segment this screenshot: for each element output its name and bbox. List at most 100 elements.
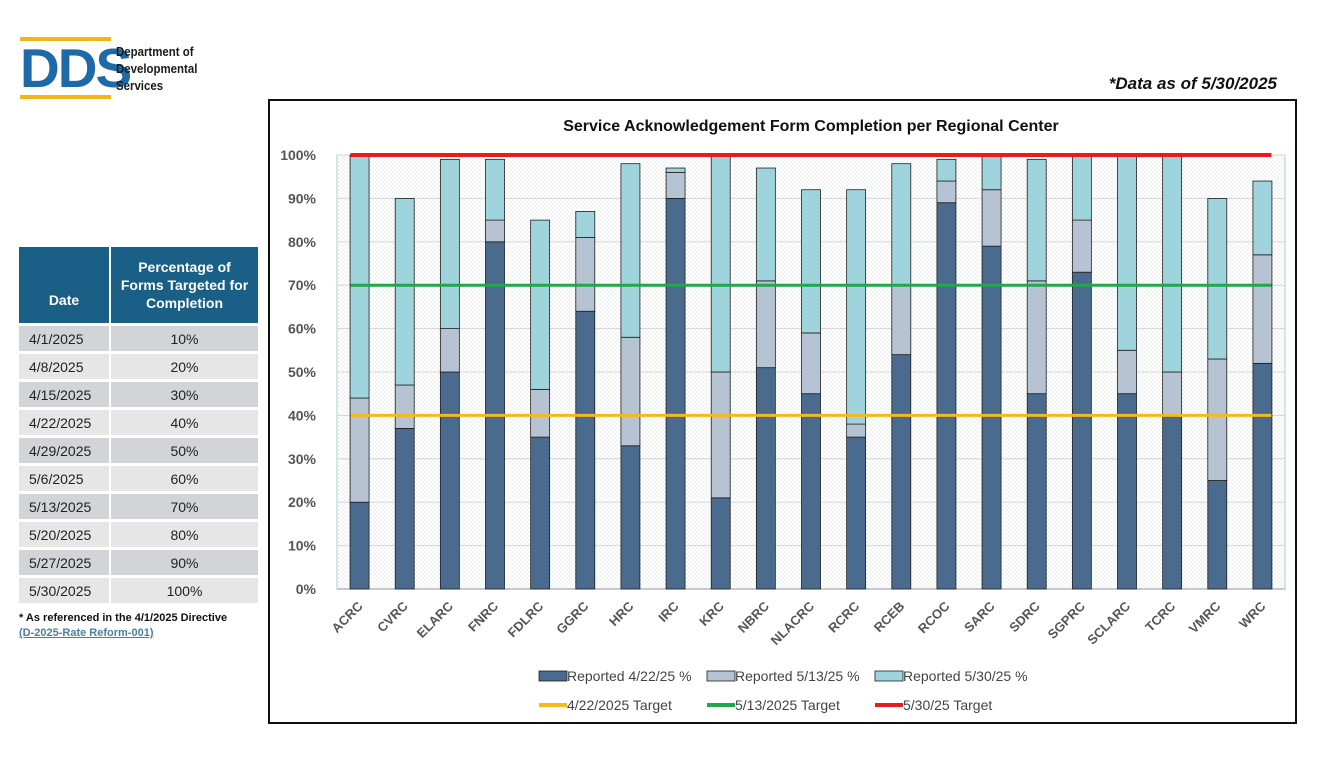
targets-table-row: 5/6/2025 60%: [19, 466, 258, 491]
bar-segment-fdlrc-series-2: [530, 388, 551, 438]
x-tick-label: GGRC: [553, 598, 592, 637]
y-tick-label: 30%: [288, 451, 317, 467]
row-date: 4/22/2025: [19, 410, 109, 435]
bar-segment-rcoc-series-3: [936, 158, 957, 182]
row-date: 5/20/2025: [19, 522, 109, 547]
row-date: 4/15/2025: [19, 382, 109, 407]
bar-segment-sarc-series-2: [981, 189, 1002, 247]
row-percentage: 30%: [109, 382, 258, 407]
x-tick-label: HRC: [606, 598, 637, 629]
logo-department-name: Department of Developmental Services: [116, 43, 197, 94]
legend-label-series-3: Reported 5/30/25 %: [903, 668, 1028, 684]
bar-segment-sdrc-series-1: [1026, 393, 1047, 590]
row-percentage: 60%: [109, 466, 258, 491]
bar-segment-hrc-series-2: [620, 336, 641, 447]
x-tick-label: IRC: [655, 598, 682, 625]
chart-frame: Service Acknowledgement Form Completion …: [268, 99, 1297, 724]
row-percentage: 100%: [109, 578, 258, 603]
bar-segment-krc-series-3: [710, 154, 731, 373]
directive-note-text: * As referenced in the 4/1/2025 Directiv…: [19, 612, 228, 624]
bar-segment-rceb-series-1: [891, 354, 912, 590]
legend-label-target-2: 5/13/2025 Target: [735, 697, 840, 713]
legend-swatch-series-3: [874, 670, 904, 682]
bar-segment-wrc-series-2: [1252, 254, 1273, 364]
x-tick-label: NLACRC: [768, 598, 818, 648]
bar-segment-fdlrc-series-3: [530, 219, 551, 390]
row-percentage: 80%: [109, 522, 258, 547]
x-tick-label: TCRC: [1142, 598, 1179, 635]
bar-segment-hrc-series-1: [620, 445, 641, 590]
bar-segment-vmrc-series-1: [1207, 480, 1228, 590]
bar-segment-vmrc-series-2: [1207, 358, 1228, 481]
header-percentage: Percentage of Forms Targeted for Complet…: [109, 247, 258, 323]
bar-segment-nbrc-series-2: [755, 280, 776, 369]
bar-segment-vmrc-series-3: [1207, 198, 1228, 360]
bar-segment-fdlrc-series-1: [530, 436, 551, 590]
row-percentage: 10%: [109, 326, 258, 351]
legend-label-series-1: Reported 4/22/25 %: [567, 668, 692, 684]
bar-segment-elarc-series-3: [439, 158, 460, 329]
bar-segment-elarc-series-2: [439, 328, 460, 373]
targets-table-row: 5/20/2025 80%: [19, 522, 258, 547]
row-percentage: 70%: [109, 494, 258, 519]
x-tick-label: SDRC: [1006, 598, 1043, 635]
bar-segment-sarc-series-1: [981, 245, 1002, 590]
targets-table-row: 4/1/2025 10%: [19, 326, 258, 351]
bar-segment-sclarc-series-2: [1117, 349, 1137, 395]
bar-segment-sarc-series-3: [981, 154, 1002, 191]
bar-segment-rcoc-series-2: [936, 180, 957, 204]
bar-segment-nlacrc-series-1: [801, 393, 821, 590]
x-tick-label: ACRC: [329, 598, 367, 636]
row-date: 5/27/2025: [19, 550, 109, 575]
bar-segment-nbrc-series-3: [755, 167, 776, 282]
bar-segment-sgprc-series-3: [1071, 154, 1092, 221]
x-tick-label: CVRC: [374, 598, 411, 635]
targets-table-row: 4/29/2025 50%: [19, 438, 258, 463]
y-tick-label: 10%: [288, 538, 317, 554]
x-tick-label: RCEB: [871, 599, 908, 636]
bar-segment-ggrc-series-2: [575, 237, 596, 312]
x-tick-label: RCRC: [825, 598, 863, 636]
bar-segment-rcrc-series-3: [846, 189, 867, 425]
bar-segment-tcrc-series-1: [1162, 414, 1183, 590]
targets-table-row: 4/15/2025 30%: [19, 382, 258, 407]
bar-segment-cvrc-series-1: [394, 428, 415, 590]
logo-bottom-bar: [20, 95, 111, 99]
data-as-of-note: *Data as of 5/30/2025: [1108, 74, 1277, 93]
y-tick-label: 80%: [288, 234, 317, 250]
bar-segment-acrc-series-3: [349, 154, 370, 399]
bar-segment-krc-series-1: [710, 497, 731, 590]
x-tick-label: WRC: [1236, 598, 1269, 631]
row-percentage: 20%: [109, 354, 258, 379]
legend-swatch-series-1: [538, 670, 568, 682]
targets-table-row: 4/22/2025 40%: [19, 410, 258, 435]
bar-segment-rcrc-series-2: [846, 423, 867, 438]
x-tick-label: SCLARC: [1084, 598, 1133, 647]
logo-line-1: Department of: [116, 44, 194, 59]
completion-chart: Service Acknowledgement Form Completion …: [280, 118, 1286, 713]
directive-note: * As referenced in the 4/1/2025 Directiv…: [19, 611, 227, 641]
legend-label-target-1: 4/22/2025 Target: [567, 697, 672, 713]
bar-segment-elarc-series-1: [439, 371, 460, 590]
row-percentage: 40%: [109, 410, 258, 435]
y-tick-label: 50%: [288, 364, 317, 380]
directive-link[interactable]: (D-2025-Rate Reform-001): [19, 627, 154, 639]
y-tick-label: 100%: [280, 147, 316, 163]
x-tick-label: SARC: [961, 598, 998, 635]
bar-segment-fnrc-series-2: [485, 219, 505, 243]
bar-segment-sdrc-series-2: [1026, 280, 1047, 395]
bar-segment-tcrc-series-2: [1162, 371, 1183, 416]
bar-segment-acrc-series-1: [349, 501, 370, 590]
row-date: 4/1/2025: [19, 326, 109, 351]
legend-label-target-3: 5/30/25 Target: [903, 697, 992, 713]
x-tick-label: FDLRC: [505, 598, 547, 640]
x-tick-label: KRC: [696, 598, 727, 629]
targets-table-row: 5/30/2025 100%: [19, 578, 258, 603]
x-tick-label: ELARC: [414, 598, 457, 641]
targets-table-row: 5/27/2025 90%: [19, 550, 258, 575]
x-tick-label: NBRC: [735, 598, 773, 636]
x-tick-label: VMRC: [1186, 598, 1224, 636]
chart-title: Service Acknowledgement Form Completion …: [563, 118, 1059, 135]
bar-segment-rcoc-series-1: [936, 202, 957, 590]
y-tick-label: 40%: [288, 407, 317, 423]
